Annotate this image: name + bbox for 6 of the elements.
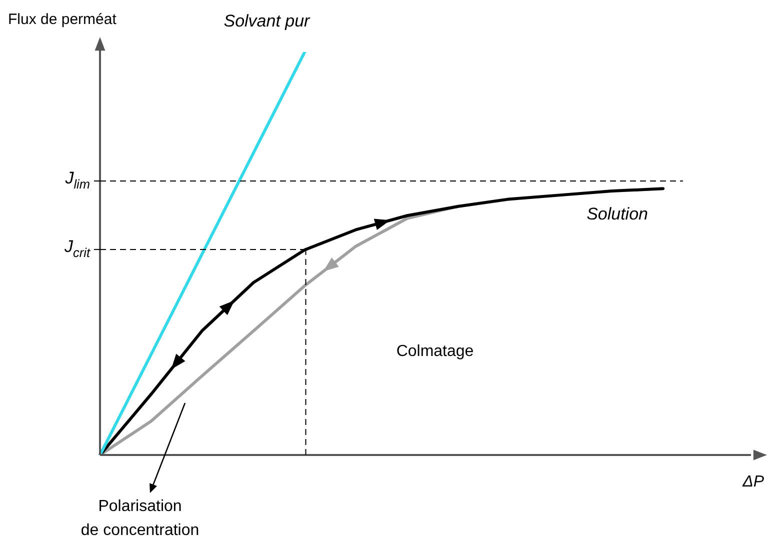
series-label: Solution xyxy=(586,204,648,224)
text: Polarisation de concentration xyxy=(80,497,200,541)
annotation: Colmatage xyxy=(395,342,475,362)
series-label: Solvant pur xyxy=(224,12,312,31)
x-axis-title: ΔP xyxy=(742,473,764,490)
y-axis-title: Flux de perméat xyxy=(8,11,118,28)
